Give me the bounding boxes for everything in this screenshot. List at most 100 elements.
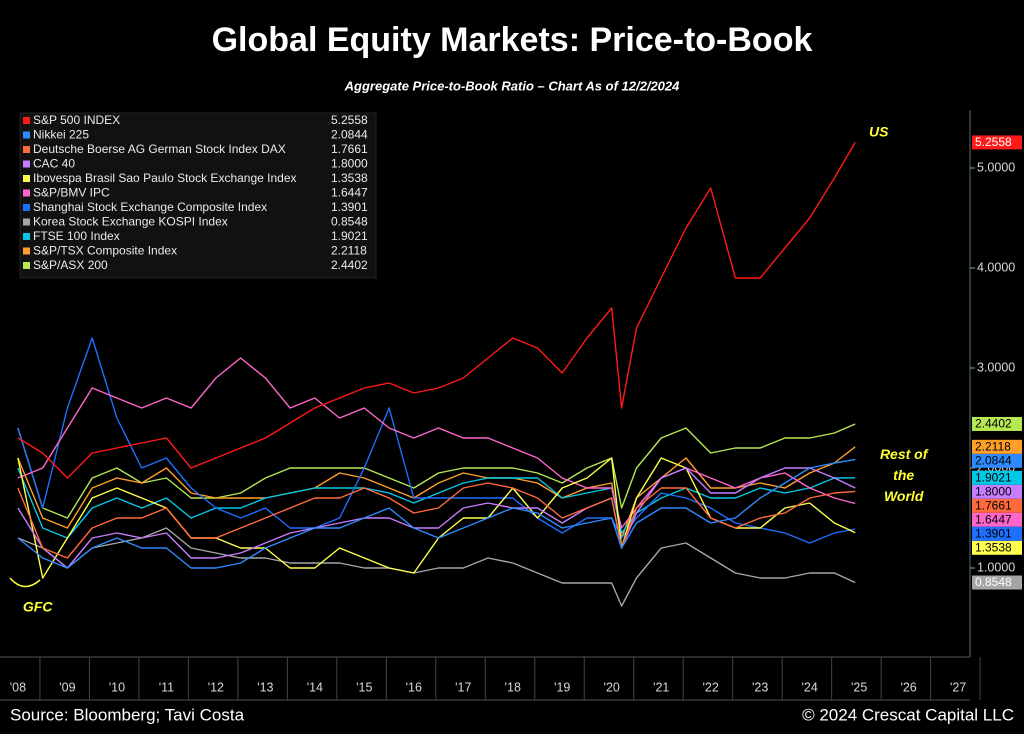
annotation: Rest of the World <box>879 446 928 504</box>
legend-swatch <box>23 233 30 240</box>
legend-label: CAC 40 <box>33 157 75 171</box>
legend-label: S&P/BMV IPC <box>33 186 110 200</box>
x-tick-label: '16 <box>406 680 422 694</box>
end-value-box <box>972 416 1022 431</box>
series-line <box>17 446 856 539</box>
legend-label: S&P/ASX 200 <box>33 258 108 272</box>
series-line <box>17 423 856 519</box>
annotation-box: Rest of the World <box>879 446 928 504</box>
legend-swatch <box>23 262 30 269</box>
copyright: © 2024 Crescat Capital LLC <box>802 705 1014 724</box>
series-line <box>17 482 856 559</box>
legend-swatch <box>23 160 30 168</box>
chart-title: Global Equity Markets: Price-to-Book <box>212 21 813 59</box>
end-value-box <box>972 453 1022 468</box>
legend-value: 2.0844 <box>331 128 368 142</box>
end-value-box <box>972 540 1022 555</box>
x-tick-label: '21 <box>653 680 669 694</box>
y-tick-label: 4.0000 <box>977 260 1015 274</box>
end-value-box <box>972 135 1022 150</box>
x-tick-label: '13 <box>257 680 273 694</box>
legend-label: Korea Stock Exchange KOSPI Index <box>33 215 228 229</box>
series-line <box>17 527 856 607</box>
end-value-label: 1.3538 <box>975 540 1012 554</box>
legend-swatch <box>23 131 30 139</box>
x-tick-label: '10 <box>109 680 125 694</box>
legend-swatch <box>23 146 30 153</box>
legend-value: 1.6447 <box>331 186 368 200</box>
legend-label: S&P/TSX Composite Index <box>33 244 177 258</box>
x-tick-label: '23 <box>752 680 768 694</box>
end-value-label: 1.6447 <box>975 512 1012 526</box>
legend-value: 1.9021 <box>331 229 368 243</box>
legend-box <box>19 112 377 279</box>
legend-value: 1.3901 <box>331 200 368 214</box>
legend-label: S&P 500 INDEX <box>33 113 120 127</box>
end-value-label: 1.8000 <box>975 484 1012 498</box>
end-value-box <box>972 470 1022 485</box>
x-tick-label: '15 <box>356 680 372 694</box>
y-tick-label: 1.0000 <box>977 560 1015 574</box>
end-value-label: 5.2558 <box>975 135 1012 149</box>
x-tick-label: '17 <box>455 680 471 694</box>
x-tick-label: '20 <box>604 680 620 694</box>
legend-value: 1.7661 <box>331 142 368 156</box>
end-value-label: 2.4402 <box>975 417 1012 431</box>
end-value-label: 0.8548 <box>975 575 1012 589</box>
legend-label: FTSE 100 Index <box>33 229 120 243</box>
end-value-label: 1.7661 <box>975 498 1012 512</box>
x-tick-label: '12 <box>208 680 224 694</box>
end-value-box <box>972 526 1022 541</box>
chart-subtitle: Aggregate Price-to-Book Ratio – Chart As… <box>344 78 680 93</box>
legend-swatch <box>23 117 30 124</box>
end-value-box <box>972 439 1022 454</box>
source: Source: Bloomberg; Tavi Costa <box>10 705 245 724</box>
x-tick-label: '22 <box>703 680 719 694</box>
y-tick-label: 5.0000 <box>977 160 1015 174</box>
x-tick-label: '14 <box>307 680 323 694</box>
legend-value: 2.4402 <box>331 258 368 272</box>
series-line <box>17 467 856 539</box>
x-tick-label: '11 <box>159 680 174 694</box>
legend-value: 2.2118 <box>331 244 367 258</box>
legend-swatch <box>23 189 30 197</box>
y-tick-label: 3.0000 <box>977 360 1015 374</box>
x-tick-label: '09 <box>59 680 75 694</box>
end-value-label: 2.0844 <box>975 453 1012 467</box>
legend-swatch <box>23 218 30 226</box>
legend-label: Nikkei 225 <box>33 128 89 142</box>
end-value-box <box>972 575 1022 590</box>
x-tick-label: '08 <box>10 680 26 694</box>
series-line <box>17 458 856 569</box>
annotation: US <box>869 124 889 140</box>
legend-swatch <box>23 247 30 255</box>
x-tick-label: '19 <box>554 680 570 694</box>
legend-label: Ibovespa Brasil Sao Paulo Stock Exchange… <box>33 171 297 185</box>
end-value-label: 1.9021 <box>975 470 1012 484</box>
legend-value: 5.2558 <box>331 113 368 127</box>
end-value-label: 2.2118 <box>975 439 1011 453</box>
end-value-box <box>972 484 1022 499</box>
legend-label: Deutsche Boerse AG German Stock Index DA… <box>33 142 286 156</box>
annotation: GFC <box>23 599 53 615</box>
legend-swatch <box>23 204 30 211</box>
series-line <box>17 142 856 479</box>
series-line <box>17 357 856 529</box>
legend-value: 0.8548 <box>331 215 368 229</box>
legend-value: 1.3538 <box>331 171 368 185</box>
end-value-box <box>972 512 1022 527</box>
legend-swatch <box>23 175 30 182</box>
end-value-label: 1.3901 <box>975 526 1012 540</box>
x-tick-label: '26 <box>900 680 916 694</box>
x-tick-label: '18 <box>505 680 521 694</box>
legend-label: Shanghai Stock Exchange Composite Index <box>33 200 267 214</box>
x-tick-label: '24 <box>802 680 818 694</box>
gfc-arc <box>9 577 41 588</box>
x-tick-label: '25 <box>851 680 867 694</box>
legend-value: 1.8000 <box>331 157 368 171</box>
x-tick-label: '27 <box>950 680 966 694</box>
series-line <box>17 467 856 569</box>
end-value-box <box>972 498 1022 513</box>
